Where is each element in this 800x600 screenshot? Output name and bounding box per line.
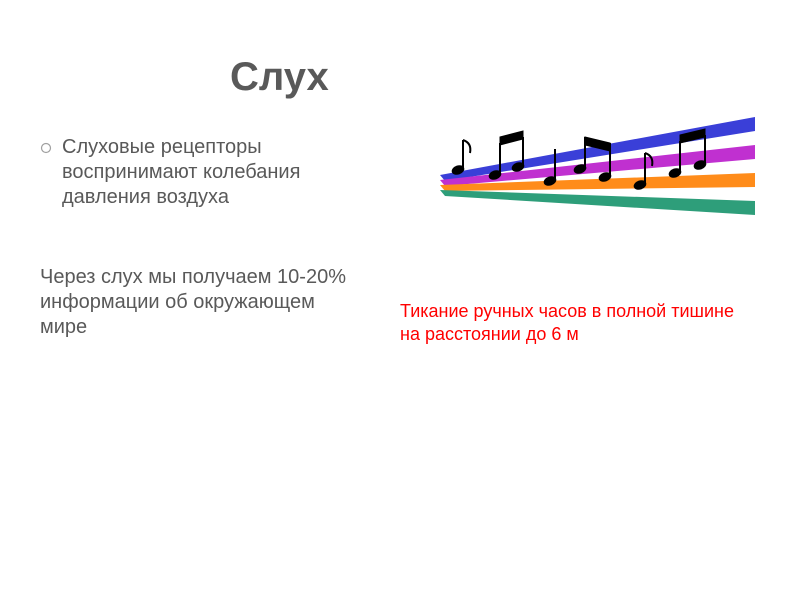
music-notes-graphic [400, 115, 760, 265]
slide-title: Слух [230, 55, 329, 100]
caption-text: Тикание ручных часов в полной тишине на … [400, 300, 750, 347]
body-paragraph: Через слух мы получаем 10-20% информации… [40, 265, 360, 340]
bullet-icon [40, 141, 52, 159]
bullet-text: Слуховые рецепторы воспринимают колебани… [62, 135, 360, 210]
bullet-item: Слуховые рецепторы воспринимают колебани… [40, 135, 360, 210]
